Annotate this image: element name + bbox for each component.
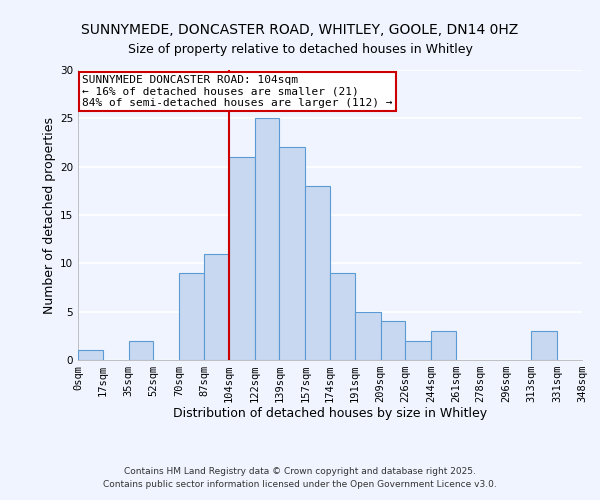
Bar bbox=[355, 312, 380, 360]
Text: Size of property relative to detached houses in Whitley: Size of property relative to detached ho… bbox=[128, 42, 472, 56]
Bar bbox=[305, 186, 330, 360]
Bar bbox=[78, 350, 103, 360]
Bar bbox=[280, 148, 305, 360]
Bar bbox=[128, 340, 154, 360]
X-axis label: Distribution of detached houses by size in Whitley: Distribution of detached houses by size … bbox=[173, 406, 487, 420]
Text: Contains HM Land Registry data © Crown copyright and database right 2025.: Contains HM Land Registry data © Crown c… bbox=[124, 467, 476, 476]
Text: SUNNYMEDE, DONCASTER ROAD, WHITLEY, GOOLE, DN14 0HZ: SUNNYMEDE, DONCASTER ROAD, WHITLEY, GOOL… bbox=[82, 22, 518, 36]
Text: SUNNYMEDE DONCASTER ROAD: 104sqm
← 16% of detached houses are smaller (21)
84% o: SUNNYMEDE DONCASTER ROAD: 104sqm ← 16% o… bbox=[82, 75, 393, 108]
Bar bbox=[179, 273, 204, 360]
Bar bbox=[431, 331, 456, 360]
Bar bbox=[380, 322, 406, 360]
Bar bbox=[229, 157, 254, 360]
Y-axis label: Number of detached properties: Number of detached properties bbox=[43, 116, 56, 314]
Bar bbox=[406, 340, 431, 360]
Text: Contains public sector information licensed under the Open Government Licence v3: Contains public sector information licen… bbox=[103, 480, 497, 489]
Bar bbox=[204, 254, 229, 360]
Bar bbox=[330, 273, 355, 360]
Bar bbox=[532, 331, 557, 360]
Bar bbox=[254, 118, 280, 360]
